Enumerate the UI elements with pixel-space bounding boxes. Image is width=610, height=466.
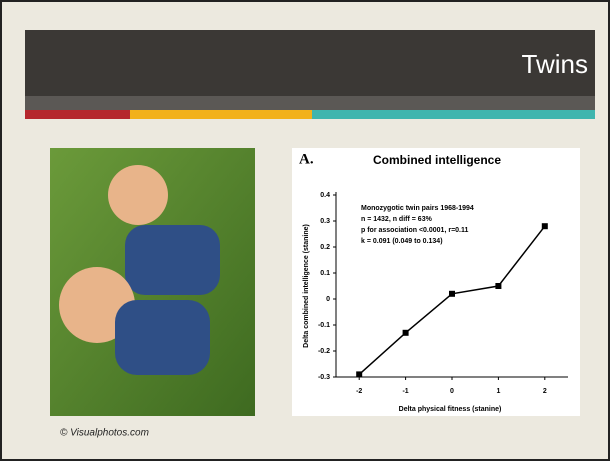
data-point: [356, 371, 362, 377]
data-point: [449, 291, 455, 297]
y-tick-label: -0.3: [318, 374, 330, 381]
title-band: [25, 30, 595, 96]
stripe-red: [25, 110, 130, 119]
chart-panel: [292, 148, 580, 416]
y-tick-label: 0.2: [320, 244, 330, 251]
y-tick-label: -0.2: [318, 348, 330, 355]
x-axis-label: Delta physical fitness (stanine): [399, 406, 502, 413]
x-tick-label: 2: [543, 388, 547, 395]
slide-title: Twins: [522, 49, 588, 79]
x-tick-label: -2: [356, 388, 362, 395]
y-axis-label: Delta combined intelligence (stanine): [303, 224, 310, 348]
stripe-teal: [312, 110, 595, 119]
annotation: Monozygotic twin pairs 1968-1994: [361, 205, 474, 212]
x-tick-label: -1: [402, 388, 408, 395]
y-tick-label: 0.4: [320, 192, 330, 199]
annotation: n = 1432, n diff = 63%: [361, 216, 433, 223]
data-point: [495, 283, 501, 289]
panel-label: A.: [299, 151, 314, 167]
photo: [50, 148, 255, 416]
annotation: p for association <0.0001, r=0.11: [361, 227, 468, 234]
y-tick-label: 0.3: [320, 218, 330, 225]
data-point: [542, 223, 548, 229]
stripe-yellow: [130, 110, 312, 119]
slide: Twins © Visualphotos.com A. Combined int…: [0, 0, 610, 461]
y-tick-label: -0.1: [318, 322, 330, 329]
x-tick-label: 0: [450, 388, 454, 395]
data-point: [403, 330, 409, 336]
photo-caption: © Visualphotos.com: [60, 428, 149, 439]
sub-band: [25, 96, 595, 110]
x-tick-label: 1: [496, 388, 500, 395]
chart-title: Combined intelligence: [373, 153, 501, 167]
annotation: k = 0.091 (0.049 to 0.134): [361, 238, 443, 245]
y-tick-label: 0.1: [320, 270, 330, 277]
y-tick-label: 0: [326, 296, 330, 303]
